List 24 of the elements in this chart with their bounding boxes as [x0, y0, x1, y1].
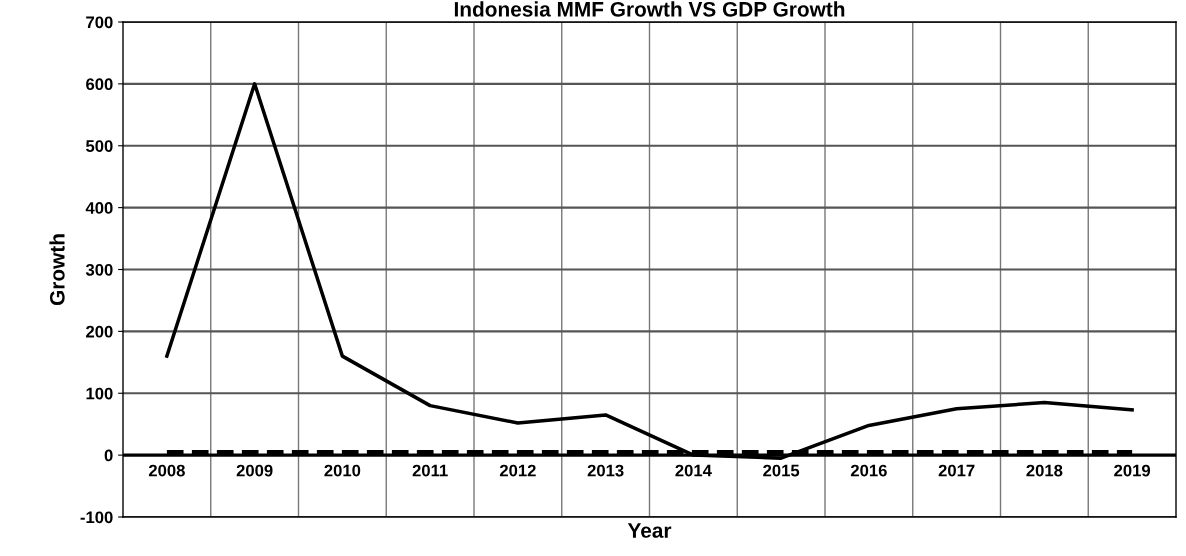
x-tick-label: 2009	[236, 464, 273, 477]
x-tick-label: 2013	[587, 464, 624, 477]
x-tick-label: 2015	[763, 464, 800, 477]
y-tick-label: 600	[86, 78, 113, 91]
y-tick-label: -100	[80, 511, 113, 524]
y-tick-label: 300	[85, 263, 113, 276]
y-tick-label: 0	[104, 449, 113, 462]
x-tick-label: 2008	[148, 464, 185, 477]
chart-title: Indonesia MMF Growth VS GDP Growth	[454, 1, 845, 17]
y-axis-title: Growth	[49, 234, 65, 306]
y-tick-label: 500	[85, 140, 113, 152]
x-axis-title: Year	[627, 523, 672, 538]
y-tick-label: 400	[85, 202, 113, 214]
x-tick-label: 2018	[1026, 464, 1063, 477]
x-tick-label: 2019	[1114, 464, 1151, 477]
x-tick-label: 2010	[324, 464, 361, 477]
y-tick-label: 700	[86, 16, 113, 29]
x-tick-label: 2012	[499, 464, 536, 477]
x-tick-label: 2017	[938, 464, 975, 477]
x-tick-label: 2011	[412, 464, 448, 477]
y-tick-label: 200	[86, 325, 113, 338]
x-tick-label: 2014	[675, 464, 712, 477]
x-tick-label: 2016	[850, 464, 887, 477]
y-tick-label: 100	[86, 387, 113, 400]
